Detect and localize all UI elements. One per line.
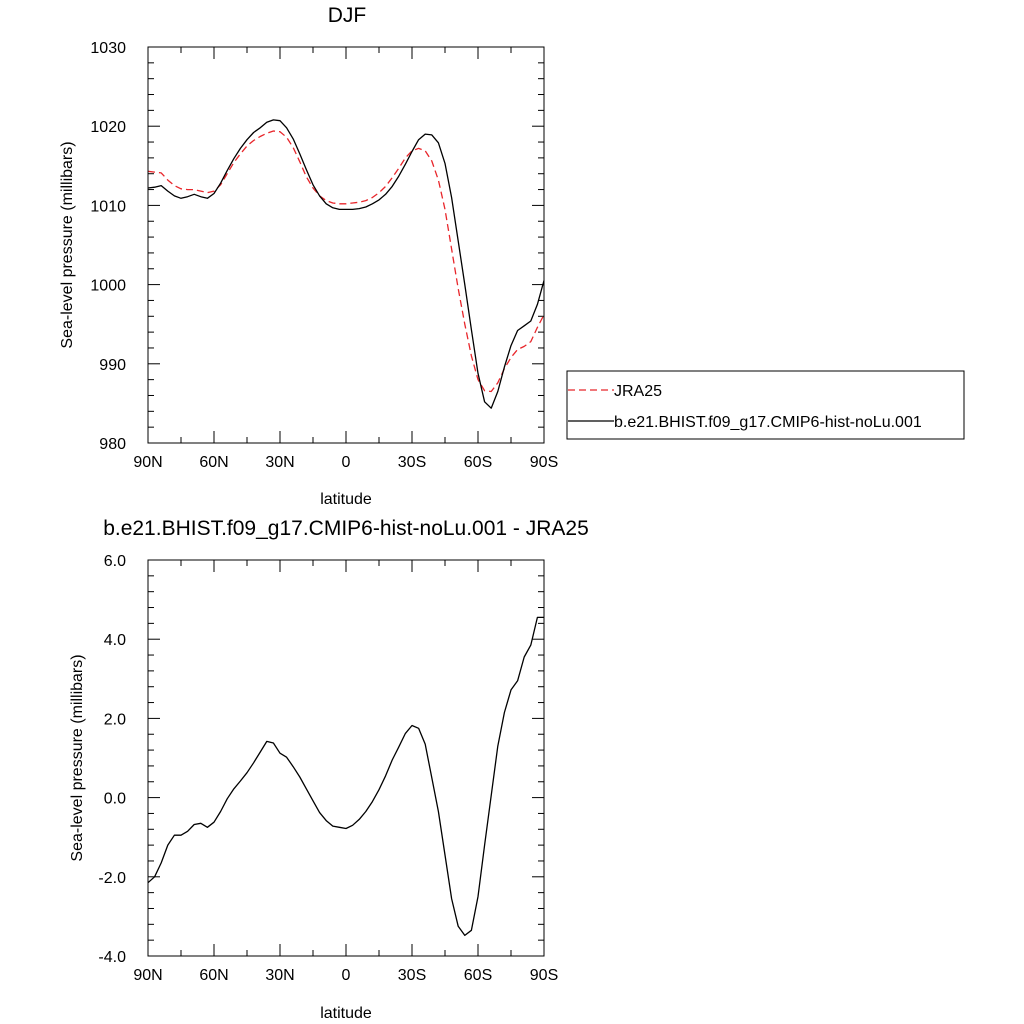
y-tick-label: 1030 bbox=[90, 40, 126, 57]
x-tick-label: 0 bbox=[342, 967, 351, 984]
y-tick-label: 1000 bbox=[90, 278, 126, 295]
bottom-y-tick-labels: -4.0 -2.0 0.0 2.0 4.0 6.0 bbox=[98, 553, 126, 966]
top-series-group bbox=[147, 119, 545, 409]
bottom-series-group bbox=[147, 616, 544, 937]
y-tick-label: 4.0 bbox=[104, 632, 126, 649]
top-y-tick-labels: 980 990 1000 1010 1020 1030 bbox=[90, 40, 126, 453]
y-tick-label: 0.0 bbox=[104, 791, 126, 808]
x-tick-label: 60N bbox=[199, 967, 228, 984]
x-tick-label: 30N bbox=[265, 454, 294, 471]
bottom-x-tick-labels: 90N 60N 30N 0 30S 60S 90S bbox=[133, 967, 558, 984]
y-tick-label: 2.0 bbox=[104, 711, 126, 728]
x-tick-label: 0 bbox=[342, 454, 351, 471]
top-x-tick-labels: 90N 60N 30N 0 30S 60S 90S bbox=[133, 454, 558, 471]
bottom-plot-area bbox=[147, 559, 545, 957]
x-tick-label: 90S bbox=[530, 454, 558, 471]
x-tick-label: 30S bbox=[398, 967, 426, 984]
x-tick-label: 30S bbox=[398, 454, 426, 471]
x-tick-label: 60S bbox=[464, 454, 492, 471]
x-tick-label: 90N bbox=[133, 454, 162, 471]
x-tick-label: 90S bbox=[530, 967, 558, 984]
top-plot-frame bbox=[147, 46, 545, 444]
x-tick-label: 90N bbox=[133, 967, 162, 984]
bottom-y-axis-label: Sea-level pressure (millibars) bbox=[69, 654, 86, 861]
y-tick-label: 6.0 bbox=[104, 553, 126, 570]
top-chart-title: DJF bbox=[328, 4, 367, 27]
y-tick-label: 990 bbox=[99, 357, 126, 374]
top-x-axis-label: latitude bbox=[320, 491, 372, 508]
x-tick-label: 60N bbox=[199, 454, 228, 471]
bottom-panel: b.e21.BHIST.f09_g17.CMIP6-hist-noLu.001 … bbox=[69, 517, 589, 1022]
x-tick-label: 30N bbox=[265, 967, 294, 984]
y-tick-label: -2.0 bbox=[98, 870, 126, 887]
y-tick-label: -4.0 bbox=[98, 949, 126, 966]
top-y-axis-label: Sea-level pressure (millibars) bbox=[59, 141, 76, 348]
bottom-x-axis-label: latitude bbox=[320, 1005, 372, 1022]
top-panel: DJF 90N 60N 30N 0 30S 60S 90S 980 990 1000 1010 10… bbox=[59, 4, 558, 508]
legend: JRA25 b.e21.BHIST.f09_g17.CMIP6-hist-noL… bbox=[566, 370, 965, 440]
y-tick-label: 1020 bbox=[90, 119, 126, 136]
legend-box bbox=[566, 370, 965, 440]
x-tick-label: 60S bbox=[464, 967, 492, 984]
top-plot-area bbox=[147, 46, 545, 444]
y-tick-label: 1010 bbox=[90, 198, 126, 215]
bottom-chart-title: b.e21.BHIST.f09_g17.CMIP6-hist-noLu.001 … bbox=[103, 517, 589, 540]
series-line-difference bbox=[147, 616, 544, 937]
legend-label-model: b.e21.BHIST.f09_g17.CMIP6-hist-noLu.001 bbox=[614, 414, 922, 431]
y-tick-label: 980 bbox=[99, 436, 126, 453]
legend-label-jra25: JRA25 bbox=[614, 383, 662, 400]
series-line-jra25 bbox=[147, 130, 545, 393]
bottom-plot-frame bbox=[147, 559, 545, 957]
series-line-model bbox=[147, 119, 545, 409]
